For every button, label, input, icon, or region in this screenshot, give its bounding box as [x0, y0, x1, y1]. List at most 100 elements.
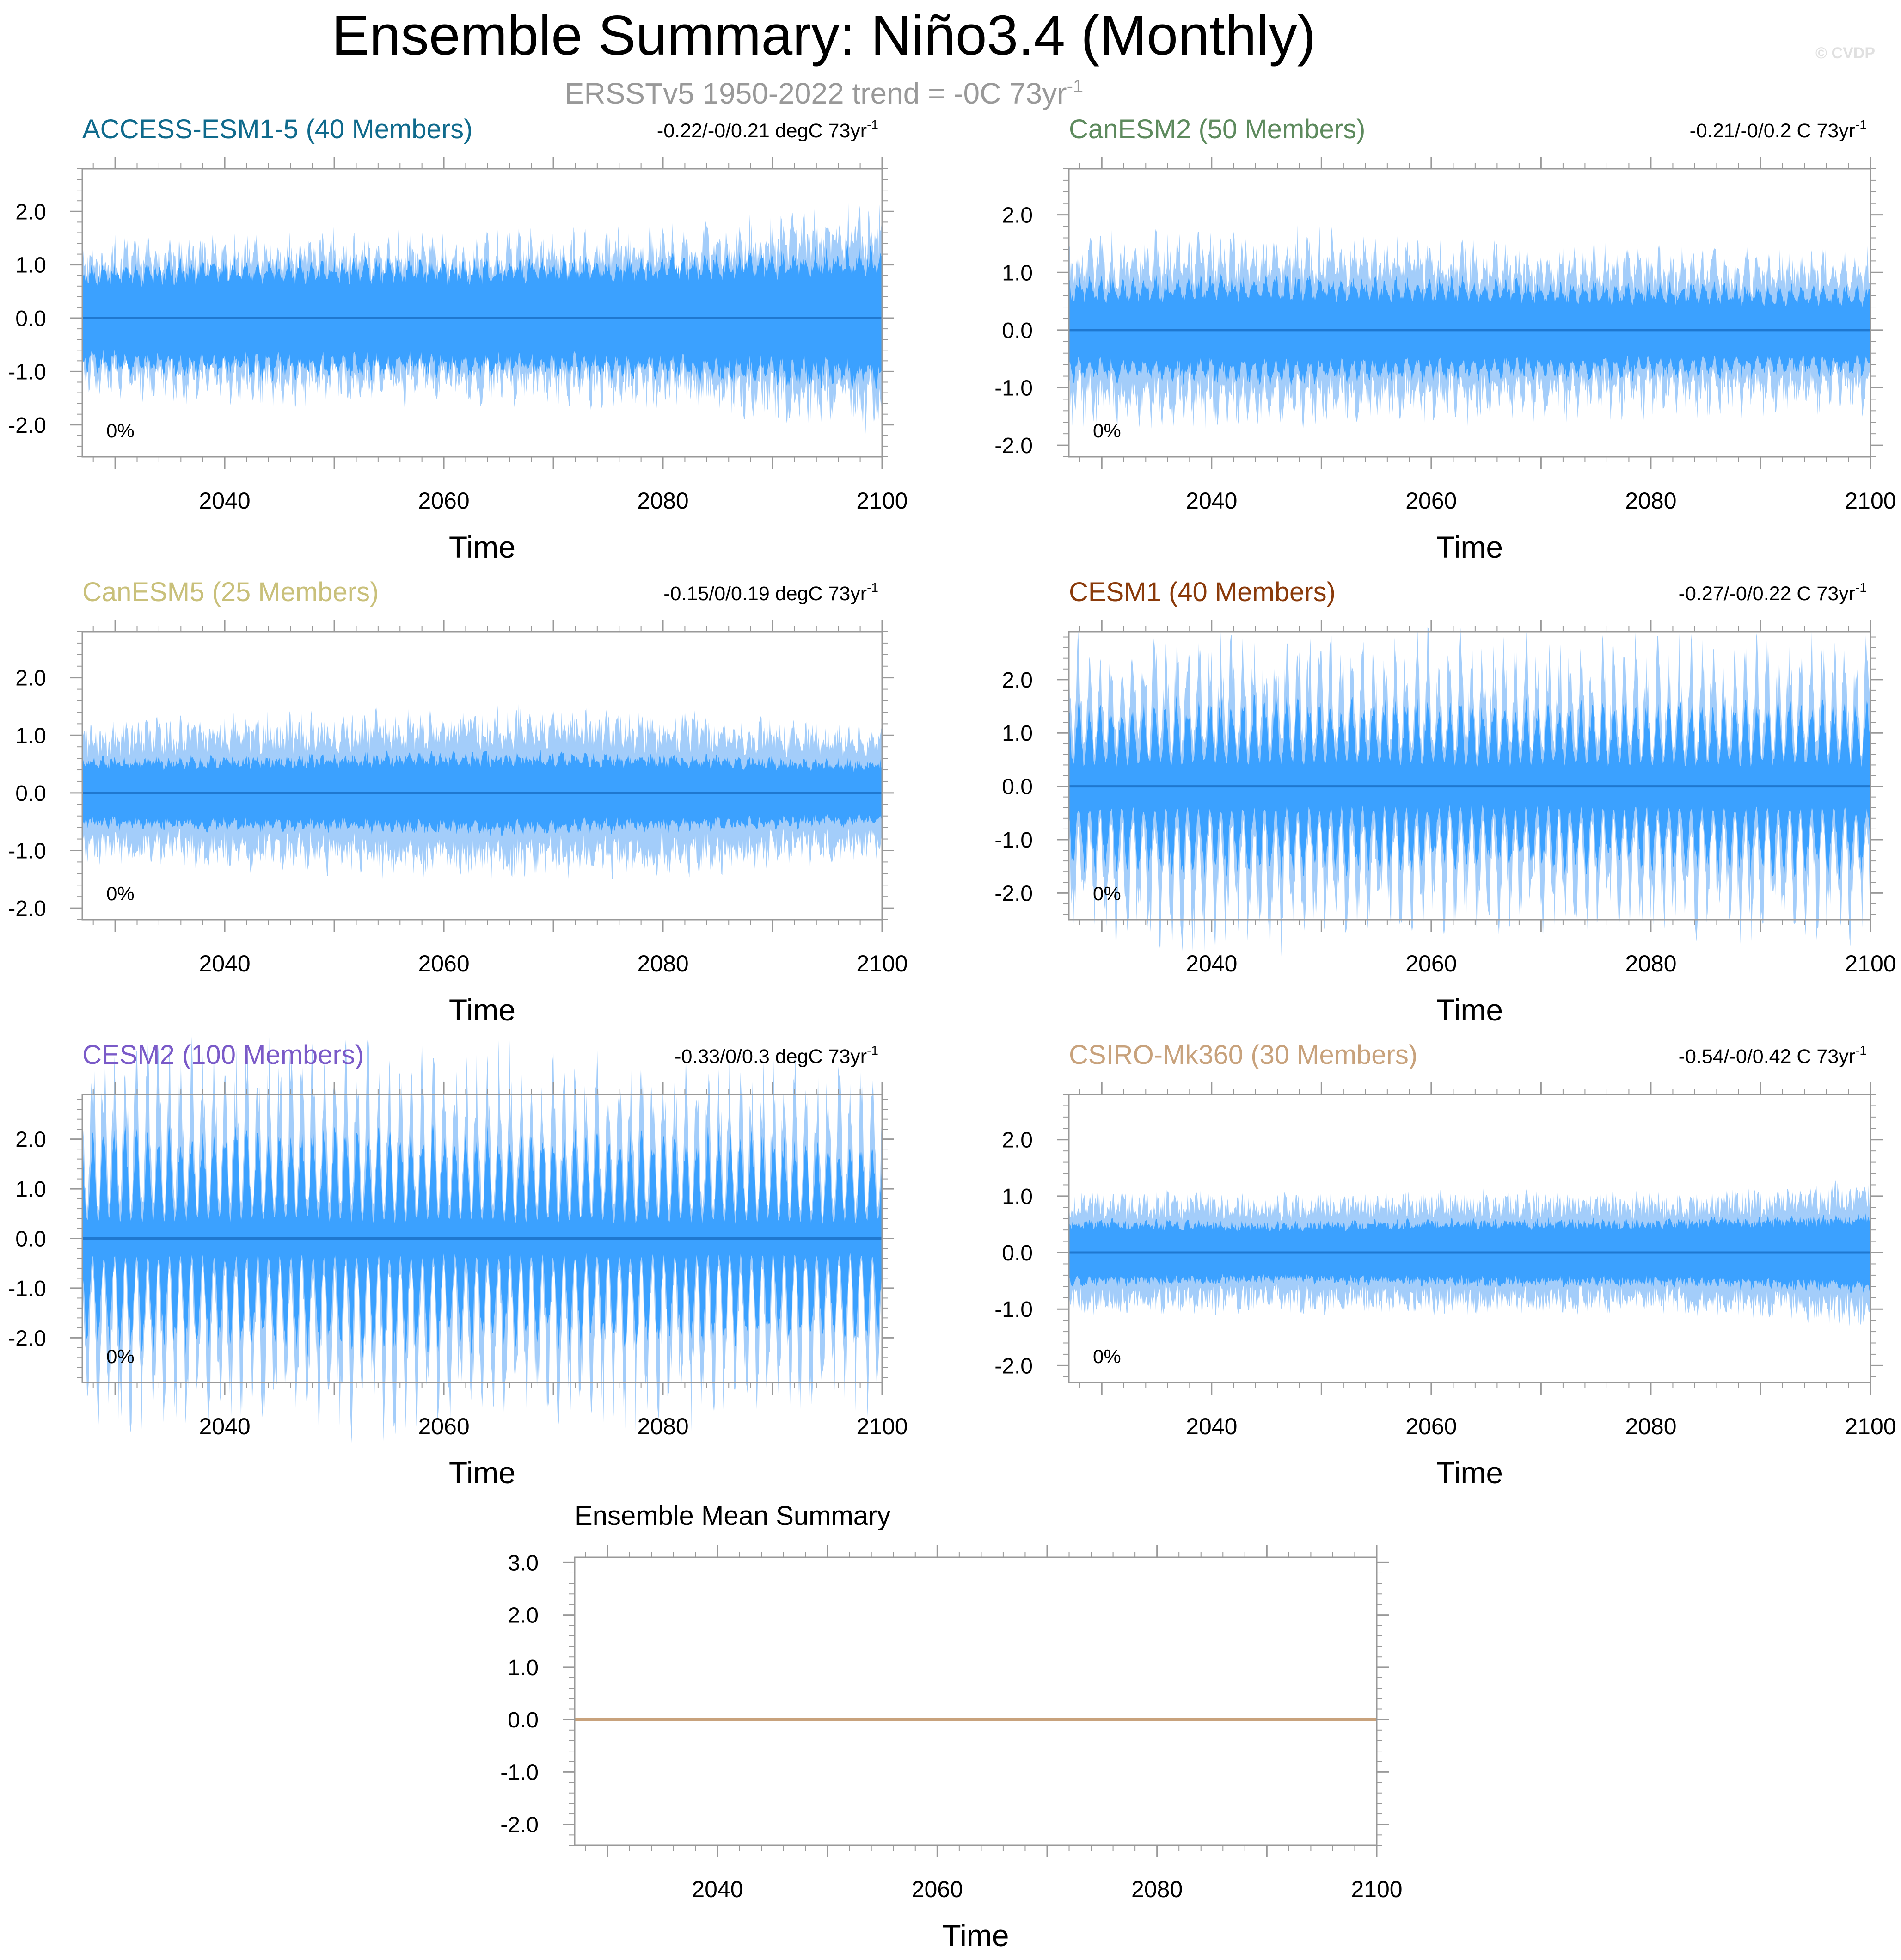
y-tick-label: 1.0 — [1002, 261, 1033, 285]
x-tick-label: 2060 — [418, 951, 469, 977]
panel-title: CSIRO-Mk360 (30 Members) — [1069, 1040, 1417, 1070]
x-tick-label: 2100 — [856, 1413, 908, 1439]
y-tick-label: -1.0 — [994, 376, 1033, 400]
figure-subtitle-superscript: -1 — [1067, 76, 1084, 97]
x-tick-label: 2100 — [1845, 1413, 1896, 1439]
x-tick-label: 2060 — [418, 1413, 469, 1439]
x-tick-label: 2080 — [1625, 951, 1676, 977]
x-tick-label: 2040 — [199, 1413, 250, 1439]
x-tick-label: 2060 — [1405, 1413, 1457, 1439]
y-tick-label: 2.0 — [15, 200, 46, 224]
y-tick-label: 1.0 — [15, 1177, 46, 1202]
y-tick-label: -1.0 — [994, 828, 1033, 853]
x-tick-label: 2040 — [199, 488, 250, 514]
percent-label: 0% — [106, 420, 135, 442]
x-tick-label: 2080 — [637, 951, 688, 977]
percent-label: 0% — [106, 883, 135, 904]
chart-panel-1: 2040 2060 2080 2100 2.0 1.0 0.0 -1.0 -2.0 Time ACC… — [8, 114, 908, 564]
percent-label: 0% — [1093, 1346, 1121, 1367]
y-tick-label: -1.0 — [8, 360, 46, 384]
plot-frame — [81, 631, 883, 921]
y-tick-label: 1.0 — [508, 1656, 539, 1680]
plot-frame — [81, 168, 883, 458]
panels: 2040 2060 2080 2100 2.0 1.0 0.0 -1.0 -2.0 Time ACC… — [8, 114, 1896, 1953]
y-tick-label: 1.0 — [1002, 1185, 1033, 1209]
trend-label: -0.27/-0/0.22 C 73yr-1 — [1679, 580, 1867, 605]
x-tick-label: 2080 — [1625, 488, 1676, 514]
y-tick-label: -1.0 — [500, 1760, 539, 1785]
x-axis-label: Time — [1436, 1456, 1503, 1490]
inner-spread-band — [82, 243, 882, 391]
y-tick-label: -2.0 — [994, 1354, 1033, 1378]
y-tick-label: 2.0 — [15, 666, 46, 691]
y-tick-label: 0.0 — [15, 307, 46, 331]
y-tick-label: 3.0 — [508, 1551, 539, 1575]
figure-title: Ensemble Summary: Niño3.4 (Monthly) — [332, 4, 1316, 67]
x-axis-label: Time — [449, 530, 515, 564]
x-tick-label: 2100 — [856, 951, 908, 977]
x-tick-label: 2040 — [1186, 488, 1237, 514]
panel-title: CESM2 (100 Members) — [82, 1040, 364, 1070]
x-tick-label: 2080 — [637, 1413, 688, 1439]
x-axis-label: Time — [942, 1918, 1009, 1953]
x-tick-label: 2080 — [1625, 1413, 1676, 1439]
watermark: © CVDP — [1815, 44, 1875, 62]
x-tick-label: 2060 — [1405, 951, 1457, 977]
y-tick-label: 0.0 — [15, 1227, 46, 1252]
trend-label: -0.54/-0/0.42 C 73yr-1 — [1679, 1043, 1867, 1068]
y-tick-label: 1.0 — [15, 724, 46, 748]
plot-frame — [1068, 168, 1871, 458]
x-tick-label: 2040 — [199, 951, 250, 977]
y-tick-label: 0.0 — [1002, 319, 1033, 343]
x-axis-label: Time — [1436, 993, 1503, 1027]
plot-frame — [574, 1556, 1378, 1846]
panel-title: Ensemble Mean Summary — [575, 1501, 890, 1531]
x-tick-label: 2100 — [1351, 1876, 1402, 1902]
x-tick-label: 2040 — [692, 1876, 743, 1902]
x-tick-label: 2040 — [1186, 1413, 1237, 1439]
percent-label: 0% — [1093, 883, 1121, 904]
y-tick-label: 2.0 — [1002, 668, 1033, 693]
chart-panel-6: 2040 2060 2080 2100 2.0 1.0 0.0 -1.0 -2.0 Time CSI… — [994, 1040, 1896, 1490]
y-tick-label: -2.0 — [994, 434, 1033, 458]
x-tick-label: 2080 — [637, 488, 688, 514]
chart-panel-7: 2040 2060 2080 2100 3.0 2.0 1.0 0.0 -1.0 -2.0 Time… — [500, 1501, 1402, 1953]
chart-panel-4: 2040 2060 2080 2100 2.0 1.0 0.0 -1.0 -2.0 Time CES… — [994, 577, 1896, 1027]
x-tick-label: 2080 — [1131, 1876, 1183, 1902]
x-tick-label: 2100 — [856, 488, 908, 514]
y-tick-label: 2.0 — [1002, 1128, 1033, 1153]
y-tick-label: 2.0 — [1002, 203, 1033, 228]
y-tick-label: 2.0 — [508, 1604, 539, 1628]
y-tick-label: 0.0 — [15, 781, 46, 806]
x-axis-label: Time — [449, 1456, 515, 1490]
x-tick-label: 2040 — [1186, 951, 1237, 977]
panel-title: CESM1 (40 Members) — [1069, 577, 1336, 607]
percent-label: 0% — [1093, 420, 1121, 442]
y-tick-label: 1.0 — [15, 253, 46, 278]
y-tick-label: -2.0 — [8, 1326, 46, 1351]
percent-label: 0% — [106, 1346, 135, 1367]
y-tick-label: -2.0 — [8, 413, 46, 438]
x-axis-label: Time — [449, 993, 515, 1027]
y-tick-label: -2.0 — [994, 881, 1033, 906]
y-tick-label: -1.0 — [8, 839, 46, 863]
plot-frame — [1068, 1094, 1871, 1383]
chart-panel-3: 2040 2060 2080 2100 2.0 1.0 0.0 -1.0 -2.0 Time Can… — [8, 577, 908, 1027]
chart-panel-2: 2040 2060 2080 2100 2.0 1.0 0.0 -1.0 -2.0 Time Can… — [994, 114, 1896, 564]
y-tick-label: 0.0 — [1002, 775, 1033, 799]
panel-title: ACCESS-ESM1-5 (40 Members) — [82, 114, 472, 144]
trend-label-superscript: -1 — [867, 580, 878, 595]
chart-panel-5: 2040 2060 2080 2100 2.0 1.0 0.0 -1.0 -2.0 Time CES… — [8, 1036, 908, 1490]
panel-title: CanESM5 (25 Members) — [82, 577, 379, 607]
x-tick-label: 2060 — [1405, 488, 1457, 514]
trend-label-superscript: -1 — [1855, 1043, 1867, 1057]
x-tick-label: 2100 — [1845, 488, 1896, 514]
x-tick-label: 2060 — [418, 488, 469, 514]
y-tick-label: 1.0 — [1002, 721, 1033, 746]
x-tick-label: 2100 — [1845, 951, 1896, 977]
x-tick-label: 2060 — [912, 1876, 963, 1902]
trend-label: -0.33/0/0.3 degC 73yr-1 — [675, 1043, 878, 1068]
y-tick-label: -1.0 — [8, 1277, 46, 1301]
trend-label: -0.15/0/0.19 degC 73yr-1 — [663, 580, 878, 605]
